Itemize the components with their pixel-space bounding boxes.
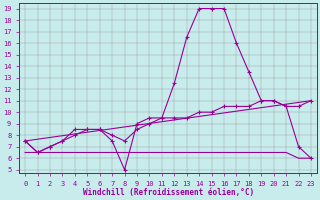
X-axis label: Windchill (Refroidissement éolien,°C): Windchill (Refroidissement éolien,°C) bbox=[83, 188, 254, 197]
